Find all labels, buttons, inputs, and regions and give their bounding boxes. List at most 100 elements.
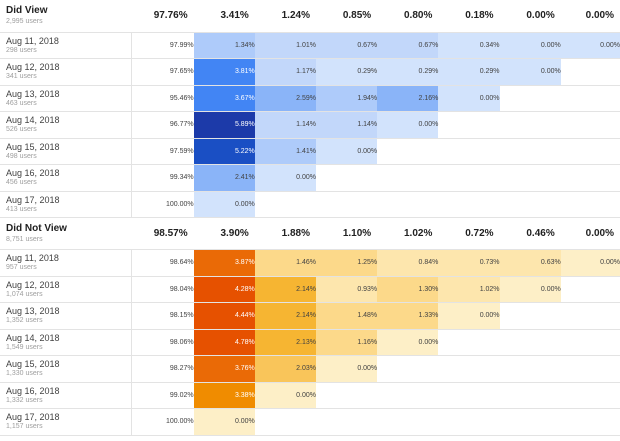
empty-cell	[560, 164, 620, 192]
retention-cell: 4.78%	[193, 329, 255, 356]
segment-total-cell: 0.72%	[438, 217, 500, 250]
cohort-user-count: 1,332 users	[6, 396, 43, 404]
cohort-row: Aug 17, 2018 1,157 users 100.00% 0.00%	[0, 408, 620, 436]
cohort-user-count: 526 users	[6, 126, 37, 134]
empty-cell	[438, 329, 500, 356]
empty-cell	[315, 382, 378, 409]
empty-cell	[560, 355, 620, 383]
retention-cell: 1.01%	[254, 32, 316, 59]
empty-cell	[438, 138, 500, 165]
cohort-date: Aug 13, 2018	[6, 88, 60, 99]
empty-cell	[254, 408, 316, 436]
segment-label[interactable]: Did Not View 8,751 users	[0, 217, 132, 250]
segment-total-cell: 98.57%	[131, 217, 194, 250]
retention-cell: 100.00%	[131, 408, 194, 436]
segment-name: Did View	[6, 5, 48, 17]
empty-cell	[438, 355, 500, 383]
cohort-row: Aug 13, 2018 1,352 users 98.15% 4.44% 2.14% 1…	[0, 302, 620, 330]
retention-cell: 1.14%	[315, 111, 378, 139]
segment-total-cell: 0.00%	[560, 0, 620, 33]
empty-cell	[499, 302, 561, 330]
cohort-row-label: Aug 15, 2018 1,330 users	[0, 355, 132, 383]
segment-total-cell: 1.24%	[254, 0, 316, 33]
empty-cell	[499, 408, 561, 436]
cohort-row-label: Aug 14, 2018 1,549 users	[0, 329, 132, 356]
cohort-row: Aug 15, 2018 498 users 97.59% 5.22% 1.41% 0.0…	[0, 138, 620, 165]
retention-cell: 0.00%	[499, 32, 561, 59]
cohort-row: Aug 12, 2018 1,074 users 98.04% 4.28% 2.14% 0…	[0, 276, 620, 303]
empty-cell	[254, 191, 316, 218]
retention-cell: 0.00%	[254, 382, 316, 409]
retention-cell: 3.76%	[193, 355, 255, 383]
cohort-row-label: Aug 11, 2018 957 users	[0, 249, 132, 277]
cohort-date: Aug 16, 2018	[6, 385, 60, 396]
cohort-date: Aug 14, 2018	[6, 332, 60, 343]
segment-total-cell: 0.00%	[560, 217, 620, 250]
cohort-user-count: 298 users	[6, 46, 37, 54]
retention-cell: 0.00%	[499, 58, 561, 86]
cohort-date: Aug 14, 2018	[6, 115, 60, 126]
empty-cell	[499, 138, 561, 165]
retention-cell: 95.46%	[131, 85, 194, 112]
retention-cell: 1.34%	[193, 32, 255, 59]
empty-cell	[377, 164, 439, 192]
cohort-date: Aug 11, 2018	[6, 253, 59, 264]
empty-cell	[499, 85, 561, 112]
cohort-date: Aug 12, 2018	[6, 62, 60, 73]
retention-cell: 1.41%	[254, 138, 316, 165]
retention-cell: 0.00%	[377, 111, 439, 139]
retention-cell: 100.00%	[131, 191, 194, 218]
empty-cell	[377, 408, 439, 436]
retention-cell: 0.00%	[193, 408, 255, 436]
retention-cell: 0.00%	[499, 276, 561, 303]
retention-cell: 1.30%	[377, 276, 439, 303]
retention-cell: 2.13%	[254, 329, 316, 356]
empty-cell	[560, 408, 620, 436]
segment-header-row: Did Not View 8,751 users 98.57% 3.90% 1.88% 1…	[0, 217, 620, 250]
cohort-row-label: Aug 13, 2018 463 users	[0, 85, 132, 112]
empty-cell	[315, 191, 378, 218]
segment-total-cell: 0.85%	[315, 0, 378, 33]
retention-cell: 2.16%	[377, 85, 439, 112]
cohort-user-count: 341 users	[6, 73, 37, 81]
retention-cell: 3.81%	[193, 58, 255, 86]
retention-cell: 2.14%	[254, 276, 316, 303]
empty-cell	[499, 382, 561, 409]
segment-total-cell: 1.02%	[377, 217, 439, 250]
retention-cell: 3.87%	[193, 249, 255, 277]
empty-cell	[377, 382, 439, 409]
empty-cell	[560, 302, 620, 330]
cohort-row: Aug 16, 2018 1,332 users 99.02% 3.38% 0.00%	[0, 382, 620, 409]
cohort-user-count: 463 users	[6, 99, 37, 107]
retention-cell: 97.59%	[131, 138, 194, 165]
retention-cell: 2.59%	[254, 85, 316, 112]
empty-cell	[560, 191, 620, 218]
retention-cell: 99.02%	[131, 382, 194, 409]
retention-cell: 98.04%	[131, 276, 194, 303]
cohort-user-count: 1,157 users	[6, 423, 43, 431]
retention-cell: 0.34%	[438, 32, 500, 59]
retention-cell: 1.17%	[254, 58, 316, 86]
cohort-user-count: 413 users	[6, 205, 37, 213]
retention-cell: 3.38%	[193, 382, 255, 409]
cohort-row: Aug 11, 2018 298 users 97.99% 1.34% 1.01% 0.6…	[0, 32, 620, 59]
segment-label[interactable]: Did View 2,995 users	[0, 0, 132, 33]
cohort-date: Aug 16, 2018	[6, 168, 60, 179]
retention-cell: 1.46%	[254, 249, 316, 277]
empty-cell	[560, 329, 620, 356]
empty-cell	[377, 138, 439, 165]
cohort-row-label: Aug 12, 2018 341 users	[0, 58, 132, 86]
retention-cell: 0.93%	[315, 276, 378, 303]
segment-user-count: 8,751 users	[6, 236, 43, 243]
cohort-row: Aug 15, 2018 1,330 users 98.27% 3.76% 2.03% 0…	[0, 355, 620, 383]
retention-cell: 5.89%	[193, 111, 255, 139]
retention-cell: 0.67%	[377, 32, 439, 59]
cohort-date: Aug 15, 2018	[6, 141, 60, 152]
cohort-row-label: Aug 15, 2018 498 users	[0, 138, 132, 165]
cohort-user-count: 1,352 users	[6, 317, 43, 325]
cohort-row: Aug 14, 2018 1,549 users 98.06% 4.78% 2.13% 1…	[0, 329, 620, 356]
cohort-row: Aug 14, 2018 526 users 96.77% 5.89% 1.14% 1.1…	[0, 111, 620, 139]
retention-cell: 1.94%	[315, 85, 378, 112]
retention-cell: 1.25%	[315, 249, 378, 277]
retention-cell: 4.44%	[193, 302, 255, 330]
